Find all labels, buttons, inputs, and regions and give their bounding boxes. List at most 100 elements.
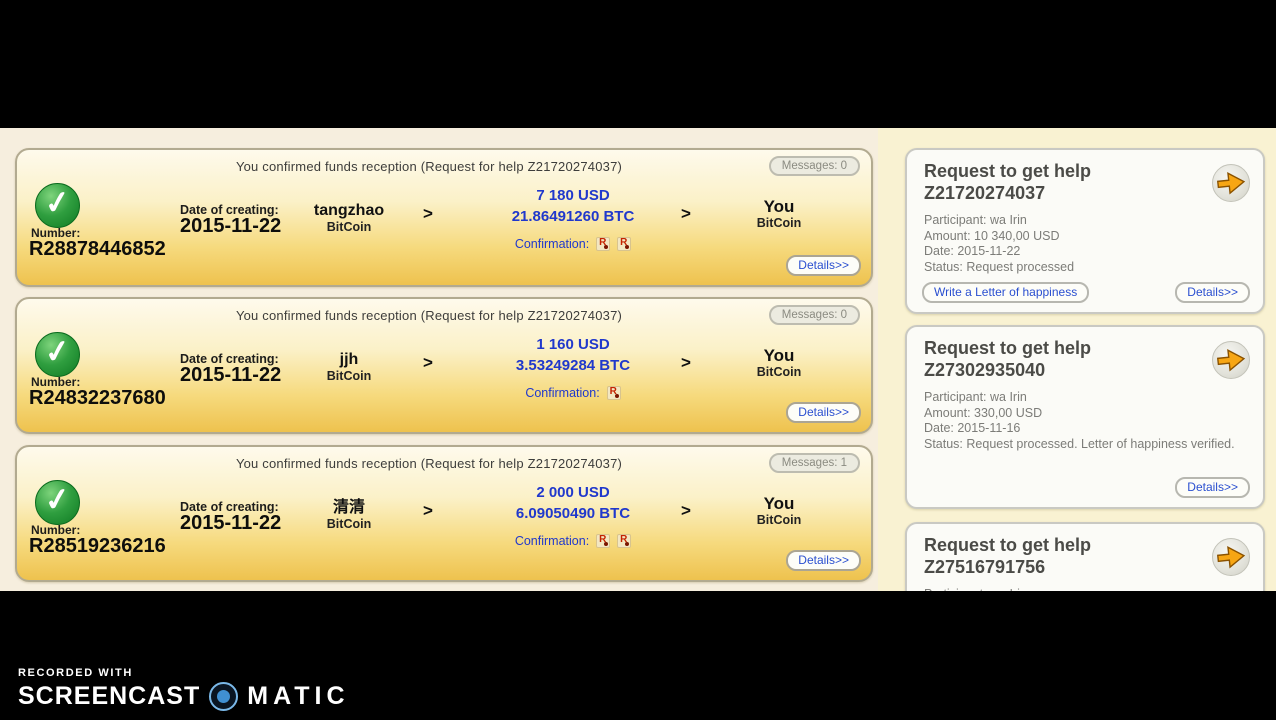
receiver-name: You (763, 494, 795, 513)
confirmation-label: Confirmation: (525, 386, 600, 400)
confirmation-row: Confirmation: (463, 237, 683, 251)
request-card: Request to get help Z27302935040 Partici… (905, 325, 1265, 509)
request-title: Request to get help Z27302935040 (924, 337, 1091, 381)
receiver-name: You (763, 346, 795, 365)
date-label: Date of creating: (180, 500, 279, 514)
transaction-number: R24832237680 (29, 387, 166, 409)
sender-name: jjh (339, 351, 359, 368)
messages-badge: Messages: 0 (768, 156, 860, 176)
amount-usd: 2 000 USD (536, 484, 610, 501)
orange-arrow-icon[interactable] (1212, 538, 1250, 576)
confirmation-row: Confirmation: (463, 386, 683, 400)
amounts: 2 000 USD 6.09050490 BTC (463, 482, 683, 524)
page-content: You confirmed funds reception (Request f… (0, 128, 1276, 591)
messages-badge: Messages: 1 (768, 453, 860, 473)
sender-name: tangzhao (313, 202, 385, 219)
details-button[interactable]: Details>> (786, 255, 861, 276)
receiver-block: You BitCoin (699, 494, 859, 527)
request-date: Date: 2015-11-22 (924, 244, 1021, 258)
sender-currency: BitCoin (326, 220, 372, 234)
write-letter-button[interactable]: Write a Letter of happiness (922, 282, 1090, 303)
confirmed-reception-note: You confirmed funds reception (Request f… (235, 308, 623, 323)
direction-arrow: > (423, 204, 433, 223)
sender-currency: BitCoin (326, 517, 372, 531)
details-button[interactable]: Details>> (786, 550, 861, 571)
confirmation-attachment-icon[interactable] (617, 534, 632, 548)
transaction-card: You confirmed funds reception (Request f… (15, 148, 873, 287)
amount-btc: 21.86491260 BTC (511, 208, 635, 225)
request-amount: Amount: 10 340,00 USD (924, 228, 1060, 243)
confirmation-label: Confirmation: (514, 534, 590, 548)
request-status: Status: Request processed (924, 259, 1075, 274)
details-button[interactable]: Details>> (786, 402, 861, 423)
green-check-icon (35, 332, 80, 377)
receiver-block: You BitCoin (699, 346, 859, 379)
request-status: Status: Request processed. Letter of hap… (924, 436, 1235, 451)
orange-arrow-icon[interactable] (1212, 164, 1250, 202)
date-label: Date of creating: (180, 203, 279, 217)
sender-currency: BitCoin (326, 369, 372, 383)
details-button[interactable]: Details>> (1175, 477, 1250, 498)
confirmation-attachment-icon[interactable] (596, 534, 611, 548)
green-check-icon (35, 183, 80, 228)
amount-btc: 3.53249284 BTC (515, 357, 631, 374)
confirmation-attachment-icon[interactable] (606, 386, 621, 400)
sender-block: jjh BitCoin (269, 350, 429, 383)
confirmation-label: Confirmation: (514, 237, 590, 251)
receiver-currency: BitCoin (756, 513, 802, 527)
confirmation-row: Confirmation: (463, 534, 683, 548)
amount-usd: 7 180 USD (536, 187, 610, 204)
request-participant: Participant: wa Irin (924, 390, 1027, 404)
direction-arrow: > (423, 501, 433, 520)
amount-btc: 6.09050490 BTC (515, 505, 631, 522)
request-id: Z27516791756 (924, 557, 1046, 577)
number-label: Number: (31, 523, 81, 537)
transaction-number: R28519236216 (29, 535, 166, 557)
transaction-card: You confirmed funds reception (Request f… (15, 297, 873, 434)
date-label: Date of creating: (180, 352, 279, 366)
transaction-number: R28878446852 (29, 238, 166, 260)
request-date: Date: 2015-11-16 (924, 421, 1021, 435)
receiver-block: You BitCoin (699, 197, 859, 230)
direction-arrow: > (681, 353, 691, 372)
request-card: Request to get help Z27516791756 Partici… (905, 522, 1265, 591)
request-amount: Amount: 330,00 USD (924, 405, 1043, 420)
direction-arrow: > (681, 501, 691, 520)
confirmation-attachment-icon[interactable] (596, 237, 611, 251)
messages-badge: Messages: 0 (768, 305, 860, 325)
request-title-text: Request to get help (924, 161, 1092, 181)
recorded-with-label: RECORDED WITH (18, 667, 133, 679)
confirmed-reception-note: You confirmed funds reception (Request f… (235, 159, 623, 174)
orange-arrow-icon[interactable] (1212, 341, 1250, 379)
date-value: 2015-11-22 (180, 215, 282, 237)
request-title: Request to get help Z21720274037 (924, 160, 1091, 204)
request-title: Request to get help Z27516791756 (924, 534, 1091, 578)
request-meta: Participant: wa Irin Amount: 330,00 USD … (924, 390, 1247, 452)
request-meta: Participant: wa Irin Amount: 10 340,00 U… (924, 213, 1247, 275)
receiver-name: You (763, 197, 795, 216)
amount-usd: 1 160 USD (536, 336, 610, 353)
sender-block: tangzhao BitCoin (269, 201, 429, 234)
request-meta: Participant: wa Irin (924, 587, 1247, 591)
request-id: Z27302935040 (924, 360, 1046, 380)
confirmed-reception-note: You confirmed funds reception (Request f… (235, 456, 623, 471)
details-button[interactable]: Details>> (1175, 282, 1250, 303)
request-id: Z21720274037 (924, 183, 1046, 203)
green-check-icon (35, 480, 80, 525)
screencast-o-matic-icon (209, 682, 239, 711)
request-card: Request to get help Z21720274037 Partici… (905, 148, 1265, 314)
sender-block: 清清 BitCoin (269, 498, 429, 531)
transaction-card: You confirmed funds reception (Request f… (15, 445, 873, 582)
screencast-brand-left: SCREENCAST (18, 682, 201, 710)
request-title-text: Request to get help (924, 338, 1092, 358)
confirmation-attachment-icon[interactable] (617, 237, 632, 251)
sender-name: 清清 (332, 499, 365, 516)
screencast-brand-row: SCREENCAST MATIC (18, 682, 350, 711)
number-label: Number: (31, 226, 81, 240)
amounts: 1 160 USD 3.53249284 BTC (463, 334, 683, 376)
receiver-currency: BitCoin (756, 216, 802, 230)
direction-arrow: > (681, 204, 691, 223)
amounts: 7 180 USD 21.86491260 BTC (463, 185, 683, 227)
request-participant: Participant: wa Irin (924, 587, 1247, 591)
